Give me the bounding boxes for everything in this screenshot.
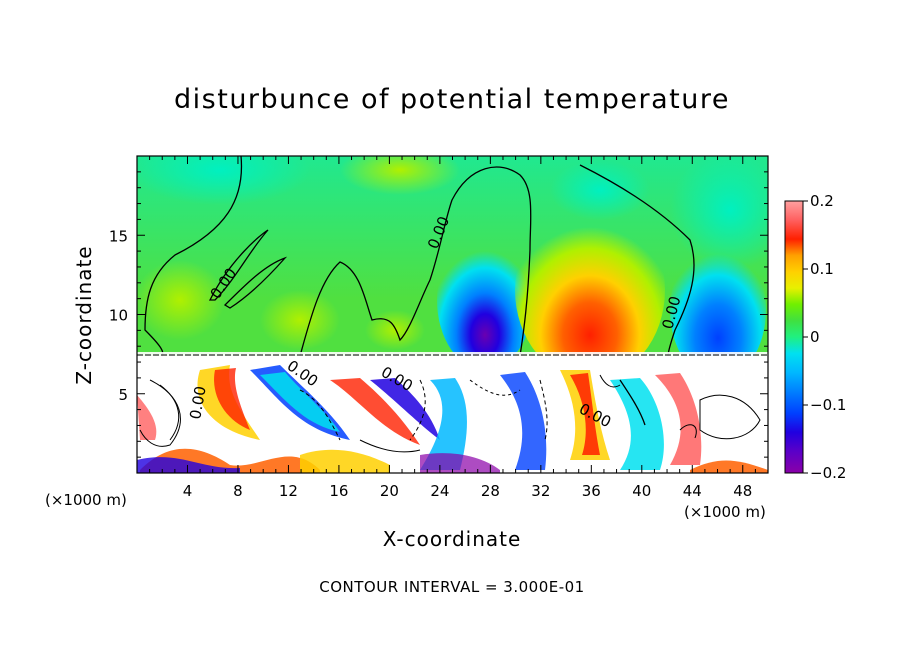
y-tick-label: 10: [109, 307, 128, 325]
x-tick-label: 12: [279, 482, 298, 500]
y-axis: 5 10 15: [109, 171, 768, 458]
x-axis-label: X-coordinate: [0, 527, 904, 551]
chart-title: disturbunce of potential temperature: [174, 84, 730, 115]
contour-label-group: 0.00 0.00 0.00 0.00 0.00 0.00 0.00: [186, 214, 684, 431]
x-tick-label: 20: [380, 482, 399, 500]
x-tick-label: 40: [632, 482, 651, 500]
x-tick-label: 28: [481, 482, 500, 500]
contour-interval: CONTOUR INTERVAL = 3.000E-01: [319, 578, 585, 596]
x-unit-right: (×1000 m): [684, 503, 766, 521]
x-tick-label: 32: [531, 482, 550, 500]
colorbar-ticks: 0.2 0.1 0 −0.1 −0.2: [803, 192, 846, 482]
x-axis-label-text: X-coordinate: [382, 527, 522, 551]
x-tick-label: 36: [582, 482, 601, 500]
y-tick-label: 5: [118, 386, 128, 404]
heatmap-field: [137, 156, 768, 473]
colorbar-tick-label: 0.1: [810, 260, 834, 278]
lower-contours: [139, 374, 761, 453]
x-tick-label: 44: [683, 482, 702, 500]
x-tick-label: 48: [733, 482, 752, 500]
y-tick-label: 15: [109, 227, 128, 245]
y-axis-label: Z-coordinate: [72, 245, 96, 385]
contour-lines: [144, 156, 695, 426]
x-tick-label: 24: [430, 482, 449, 500]
colorbar-tick-label: −0.2: [810, 464, 846, 482]
x-axis: 4 8 12 16 20 24 28 32 36 40 44 48: [149, 156, 756, 500]
x-tick-label: 4: [183, 482, 193, 500]
colorbar-tick-label: 0: [810, 328, 820, 346]
colorbar-tick-label: −0.1: [810, 396, 846, 414]
contour-label: 0.00: [186, 385, 210, 421]
colorbar-tick-label: 0.2: [810, 192, 834, 210]
colorbar: [784, 200, 804, 474]
x-tick-label: 8: [233, 482, 243, 500]
x-tick-label: 16: [329, 482, 348, 500]
x-unit-left: (×1000 m): [45, 491, 127, 509]
